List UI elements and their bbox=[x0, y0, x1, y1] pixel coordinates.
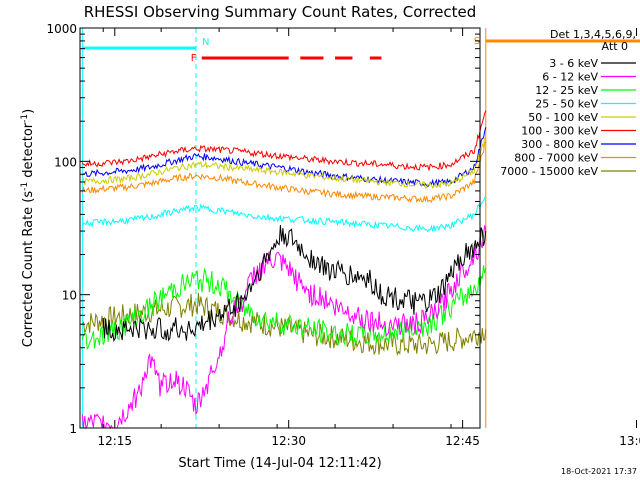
x-tick-label-4: 13:00 bbox=[619, 434, 640, 448]
footer-date: 18-Oct-2021 17:37 bbox=[561, 467, 637, 476]
series-100-300-kev-group bbox=[81, 110, 487, 171]
series-12-25-kev-group bbox=[81, 265, 487, 350]
legend-label-25-50-kev: 25 - 50 keV bbox=[535, 98, 598, 111]
series-100-300-kev-line-1 bbox=[81, 110, 487, 171]
y-axis: 1 10 100 1000 bbox=[46, 22, 480, 436]
chart-title: RHESSI Observing Summary Count Rates, Co… bbox=[84, 3, 477, 21]
series-300-800-kev-group bbox=[81, 127, 487, 188]
flag-n-label: N bbox=[202, 37, 209, 48]
legend-header-2: Att 0 bbox=[602, 40, 628, 53]
y-axis-label-main: Corrected Count Rate (s bbox=[21, 191, 36, 348]
flag-f-label: F bbox=[191, 53, 197, 64]
plot-frame bbox=[79, 27, 481, 429]
series-6-12-kev-line-1 bbox=[81, 225, 487, 430]
series-6-12-kev-group bbox=[81, 225, 487, 430]
legend-label-800-7000-kev: 800 - 7000 keV bbox=[514, 152, 598, 165]
series-group bbox=[81, 110, 487, 430]
series-800-7000-kev-group bbox=[81, 141, 487, 204]
legend-label-6-12-kev: 6 - 12 keV bbox=[542, 71, 598, 84]
legend-label-12-25-kev: 12 - 25 keV bbox=[535, 84, 598, 97]
legend-label-3-6-kev: 3 - 6 keV bbox=[549, 57, 598, 70]
x-axis-label: Start Time (14-Jul-04 12:11:42) bbox=[178, 456, 381, 471]
legend-label-100-300-kev: 100 - 300 keV bbox=[521, 125, 598, 138]
series-3-6-kev-group bbox=[102, 225, 487, 343]
flag-bars: NF S bbox=[82, 36, 640, 64]
vertical-marker-lines bbox=[81, 28, 487, 428]
legend-label-50-100-kev: 50 - 100 keV bbox=[528, 111, 598, 124]
series-12-25-kev-line-1 bbox=[81, 265, 487, 350]
x-tick-label-3: 12:45 bbox=[445, 434, 480, 448]
y-axis-label-sup1: -1 bbox=[20, 182, 30, 191]
series-25-50-kev-group bbox=[81, 195, 487, 233]
legend-header-1: Det 1,3,4,5,6,9, bbox=[550, 28, 636, 41]
series-50-100-kev-line-1 bbox=[81, 137, 487, 189]
y-tick-label-3: 100 bbox=[54, 155, 77, 169]
y-axis-label: Corrected Count Rate (s-1 detector-1) bbox=[20, 109, 36, 347]
y-tick-label-1: 1 bbox=[69, 422, 77, 436]
legend-label-7000-15000-kev: 7000 - 15000 keV bbox=[500, 165, 598, 178]
x-tick-label-2: 12:30 bbox=[271, 434, 306, 448]
y-axis-label-end: ) bbox=[21, 109, 36, 114]
y-axis-label-mid: detector bbox=[21, 122, 36, 182]
series-300-800-kev-line-1 bbox=[81, 127, 487, 188]
series-25-50-kev-line-1 bbox=[81, 195, 487, 233]
legend-label-300-800-kev: 300 - 800 keV bbox=[521, 138, 598, 151]
series-800-7000-kev-line-1 bbox=[81, 141, 487, 204]
series-50-100-kev-group bbox=[81, 137, 487, 189]
y-tick-label-2: 10 bbox=[62, 289, 77, 303]
series-3-6-kev-line-1 bbox=[102, 225, 487, 343]
flag-s-label: S bbox=[474, 36, 480, 47]
y-tick-label-4: 1000 bbox=[46, 22, 77, 36]
x-tick-label-1: 12:15 bbox=[97, 434, 132, 448]
y-axis-label-sup2: -1 bbox=[20, 114, 30, 123]
